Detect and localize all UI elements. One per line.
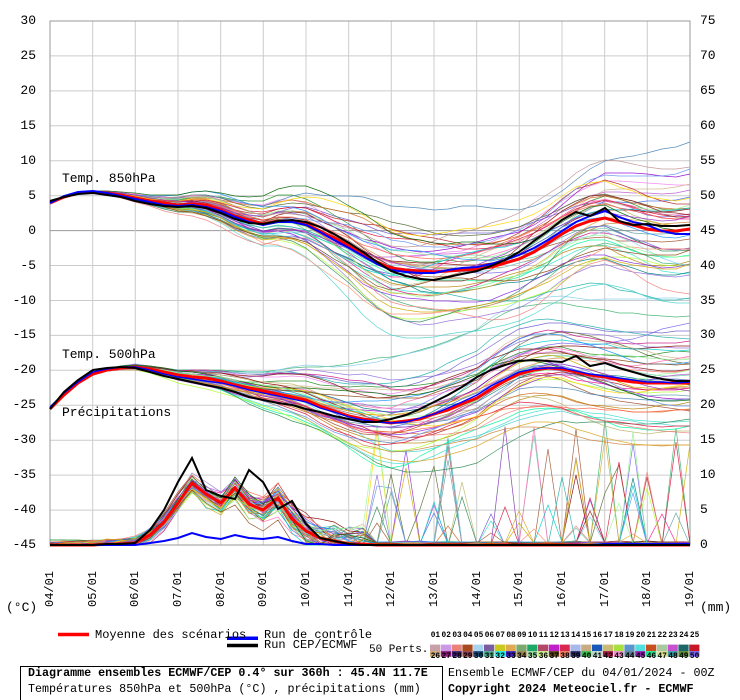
svg-text:Temp. 850hPa: Temp. 850hPa xyxy=(62,171,156,186)
svg-text:Temp. 500hPa: Temp. 500hPa xyxy=(62,347,156,362)
svg-text:Précipitations: Précipitations xyxy=(62,405,171,420)
